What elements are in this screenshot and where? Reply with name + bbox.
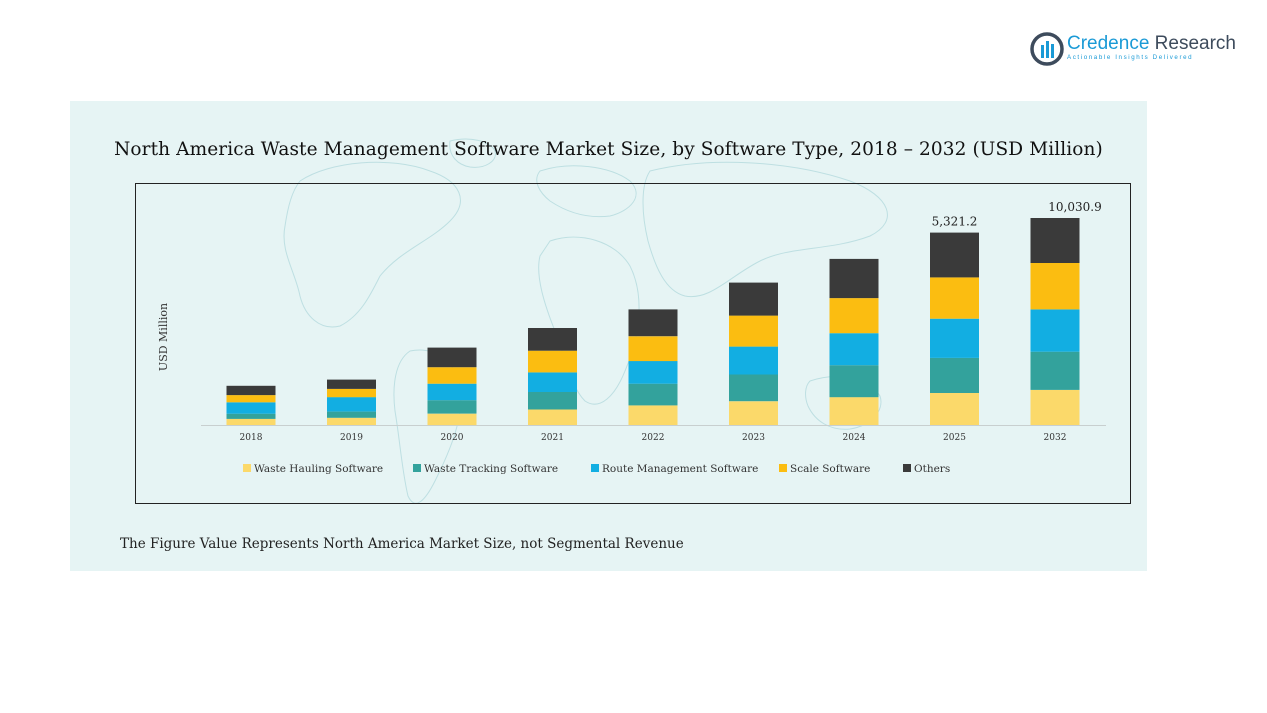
x-tick-label: 2024 — [843, 433, 866, 443]
logo-mark-icon — [1030, 32, 1064, 66]
logo-tagline: Actionable Insights Delivered — [1067, 54, 1194, 61]
legend-label: Others — [914, 463, 950, 475]
x-tick-label: 2025 — [943, 433, 966, 443]
bar-segment — [327, 411, 376, 418]
logo-wordmark: Credence Research — [1067, 33, 1236, 55]
bar-segment — [427, 413, 477, 426]
chart-panel: North America Waste Management Software … — [70, 101, 1147, 571]
legend-swatch — [591, 464, 599, 472]
chart-title: North America Waste Management Software … — [114, 139, 1103, 160]
bar-segment — [1030, 309, 1080, 352]
y-axis-title: USD Million — [157, 303, 170, 371]
bar-segment — [226, 402, 276, 414]
bar-segment — [930, 318, 979, 358]
bar-segment — [1030, 218, 1080, 263]
x-tick-label: 2022 — [642, 433, 665, 443]
footnote: The Figure Value Represents North Americ… — [120, 536, 684, 552]
x-tick-label: 2020 — [441, 433, 464, 443]
x-tick-label: 2021 — [541, 433, 564, 443]
legend: Waste Hauling Software Waste Tracking Sof… — [243, 463, 950, 475]
logo-name-part1: Credence — [1067, 33, 1150, 54]
legend-label: Waste Hauling Software — [254, 463, 383, 475]
bar-segment — [427, 367, 477, 384]
bar-segment — [327, 397, 376, 412]
bar-segment — [829, 365, 879, 398]
bar-segment — [628, 309, 678, 337]
bar-segment — [1030, 351, 1080, 390]
logo-name-part2: Research — [1149, 33, 1236, 54]
bar-segment — [427, 400, 477, 414]
bar-segment — [829, 333, 879, 366]
data-label: 5,321.2 — [932, 215, 978, 229]
bar-segment — [729, 401, 778, 425]
bar-segment — [930, 277, 979, 319]
bar-segment — [327, 388, 376, 398]
bar-segment — [226, 413, 276, 419]
bar-segment — [729, 346, 778, 375]
legend-label: Waste Tracking Software — [424, 463, 558, 475]
bar-segment — [226, 385, 276, 396]
bar-segment — [829, 258, 879, 299]
bar-segment — [829, 397, 879, 425]
bar-segment — [1030, 263, 1080, 310]
bar-segment — [829, 298, 879, 334]
bar-segment — [628, 383, 678, 406]
bar-segment — [327, 417, 376, 425]
legend-label: Route Management Software — [602, 463, 758, 475]
bar-segment — [729, 374, 778, 402]
bar-segment — [528, 392, 577, 410]
bar-segment — [226, 418, 276, 425]
bar-segment — [628, 336, 678, 362]
bar-segment — [427, 383, 477, 401]
x-tick-label: 2019 — [340, 433, 363, 443]
credence-research-logo: Credence Research Actionable Insights De… — [1030, 32, 1240, 66]
x-tick-label: 2023 — [742, 433, 765, 443]
bars-layer — [201, 218, 1106, 426]
plot-area: 2018 2019 2020 2021 2022 2023 2024 2025 2032 5,32… — [135, 183, 1131, 504]
x-tick-label: 2032 — [1044, 433, 1067, 443]
stacked-bar-chart: 2018 2019 2020 2021 2022 2023 2024 2025 2032 5,32… — [157, 200, 1106, 475]
legend-swatch — [903, 464, 911, 472]
legend-swatch — [779, 464, 787, 472]
bar-segment — [930, 357, 979, 393]
bar-segment — [226, 395, 276, 403]
labels-layer: 2018 2019 2020 2021 2022 2023 2024 2025 2032 5,32… — [240, 200, 1102, 443]
bar-segment — [628, 361, 678, 384]
bar-segment — [528, 350, 577, 373]
bar-segment — [1030, 389, 1080, 425]
bar-segment — [930, 232, 979, 278]
legend-label: Scale Software — [790, 463, 870, 475]
legend-swatch — [243, 464, 251, 472]
bar-segment — [427, 347, 477, 368]
bar-segment — [628, 405, 678, 425]
bar-segment — [528, 372, 577, 392]
x-tick-label: 2018 — [240, 433, 263, 443]
bar-segment — [528, 409, 577, 425]
bar-segment — [729, 315, 778, 347]
legend-swatch — [413, 464, 421, 472]
data-label: 10,030.9 — [1048, 200, 1101, 214]
bar-segment — [729, 282, 778, 316]
bar-segment — [528, 328, 577, 351]
bar-segment — [327, 379, 376, 389]
bar-segment — [930, 393, 979, 425]
